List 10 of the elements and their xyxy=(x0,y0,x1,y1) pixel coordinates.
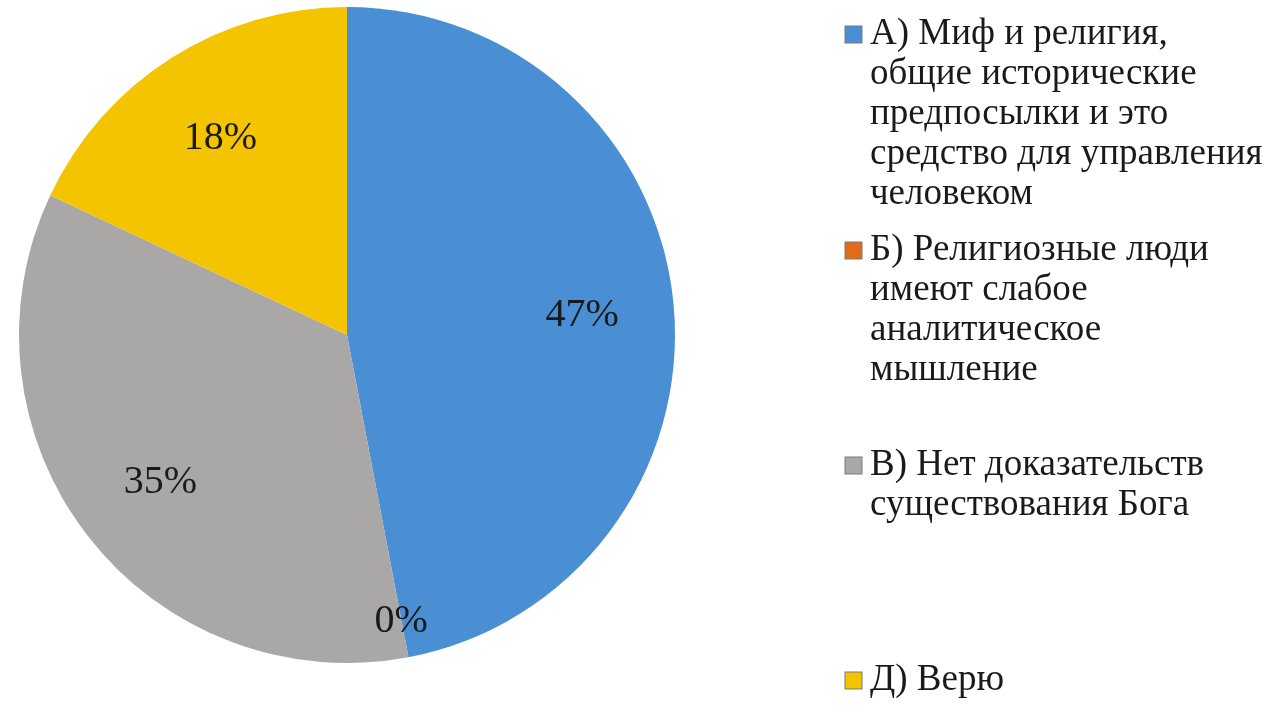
text: 0% xyxy=(374,596,428,642)
data-label: 35% xyxy=(123,457,198,503)
pie-slice xyxy=(50,7,347,335)
legend-label: В) Нет доказательств существования Бога xyxy=(870,442,1205,524)
pie-slice xyxy=(347,7,675,658)
legend-label: Д) Верю xyxy=(870,657,1005,700)
legend-label: А) Миф и религия, общие исторические предпосылки и это средство для управления человеком xyxy=(870,11,1263,213)
legend-label: Б) Религиозные люди имеют слабое аналитическое мышление xyxy=(870,227,1209,389)
data-label: 47% xyxy=(545,290,619,336)
data-label: 18% xyxy=(183,113,258,159)
